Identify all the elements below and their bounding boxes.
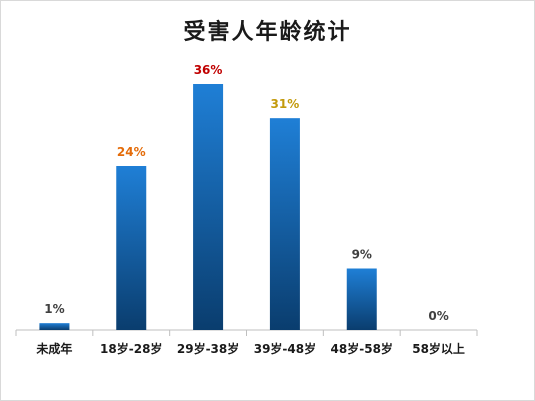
bar-3 xyxy=(193,84,224,330)
bar-2 xyxy=(116,166,147,330)
bar-1 xyxy=(39,323,70,330)
x-tick-label-1: 未成年 xyxy=(35,341,72,356)
data-label-3: 36% xyxy=(194,63,223,77)
bar-5 xyxy=(346,268,377,330)
x-tick-label-6: 58岁以上 xyxy=(412,341,465,356)
x-tick-label-2: 18岁-28岁 xyxy=(100,341,162,356)
chart-title: 受害人年龄统计 xyxy=(183,19,352,45)
x-tick-label-5: 48岁-58岁 xyxy=(331,341,393,356)
data-label-2: 24% xyxy=(117,145,146,159)
data-label-6: 0% xyxy=(428,309,448,323)
data-label-1: 1% xyxy=(44,302,64,316)
data-label-5: 9% xyxy=(352,248,372,262)
bar-4 xyxy=(269,118,300,331)
x-tick-label-4: 39岁-48岁 xyxy=(254,341,316,356)
x-tick-label-3: 29岁-38岁 xyxy=(177,341,239,356)
data-label-4: 31% xyxy=(271,97,300,111)
